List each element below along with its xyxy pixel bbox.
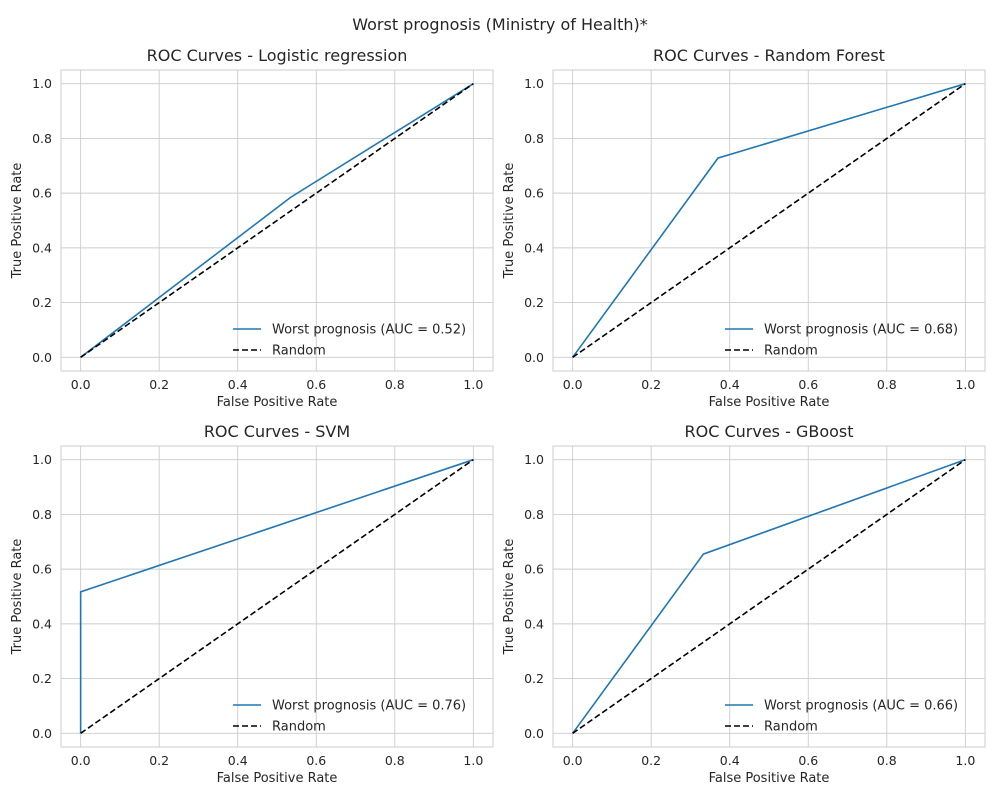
y-tick-label: 0.4: [32, 240, 52, 255]
y-tick-label: 0.2: [32, 671, 52, 686]
figure-suptitle: Worst prognosis (Ministry of Health)*: [352, 15, 648, 34]
x-tick-label: 0.6: [798, 377, 818, 392]
y-tick-label: 1.0: [32, 76, 52, 91]
y-tick-label: 0.6: [32, 562, 52, 577]
axes-frame: [552, 69, 986, 372]
legend: Worst prognosis (AUC = 0.68) Random: [725, 323, 958, 359]
y-tick-label: 0.0: [524, 350, 544, 365]
y-axis-label: True Positive Rate: [10, 539, 25, 656]
x-tick-label: 0.6: [798, 753, 818, 768]
y-tick-label: 0.8: [524, 507, 544, 522]
y-tick-label: 0.8: [32, 131, 52, 146]
roc-panel-1: 0.0 0.2 0.4 0.6 0.8 1.0 0.0 0.2 0.4 0.6 0.8 1.0 ROC …: [10, 46, 494, 410]
y-tick-label: 0.2: [524, 671, 544, 686]
y-tick-label: 0.6: [524, 562, 544, 577]
legend: Worst prognosis (AUC = 0.52) Random: [233, 323, 466, 359]
legend-entry: Worst prognosis (AUC = 0.68): [764, 323, 958, 338]
x-tick-label: 0.4: [720, 377, 740, 392]
x-tick-label: 1.0: [955, 377, 975, 392]
roc-curve: [571, 458, 966, 734]
x-tick-label: 0.2: [641, 753, 661, 768]
legend: Worst prognosis (AUC = 0.76) Random: [233, 699, 466, 735]
random-line: [80, 83, 474, 358]
y-tick-label: 1.0: [32, 452, 52, 467]
y-tick-label: 1.0: [524, 452, 544, 467]
x-tick-label: 1.0: [463, 377, 483, 392]
legend-entry: Worst prognosis (AUC = 0.52): [272, 323, 466, 338]
x-tick-label: 0.6: [306, 753, 326, 768]
x-tick-label: 0.8: [385, 377, 405, 392]
axes-frame: [60, 69, 494, 372]
x-tick-label: 0.2: [641, 377, 661, 392]
y-tick-label: 0.2: [32, 295, 52, 310]
random-line: [572, 459, 966, 734]
legend-entry: Worst prognosis (AUC = 0.66): [764, 699, 958, 714]
y-tick-label: 1.0: [524, 76, 544, 91]
panel-title: ROC Curves - GBoost: [684, 422, 853, 441]
roc-panel-3: 0.0 0.2 0.4 0.6 0.8 1.0 0.0 0.2 0.4 0.6 0.8 1.0 ROC …: [10, 422, 494, 786]
legend-entry: Random: [272, 720, 326, 735]
x-tick-label: 0.0: [71, 753, 91, 768]
y-tick-label: 0.8: [32, 507, 52, 522]
x-tick-label: 0.6: [306, 377, 326, 392]
x-tick-label: 1.0: [955, 753, 975, 768]
x-tick-label: 1.0: [463, 753, 483, 768]
y-tick-label: 0.4: [32, 616, 52, 631]
legend-entry: Worst prognosis (AUC = 0.76): [272, 699, 466, 714]
x-tick-label: 0.8: [877, 753, 897, 768]
legend-entry: Random: [764, 720, 818, 735]
x-tick-label: 0.4: [228, 753, 248, 768]
y-tick-label: 0.8: [524, 131, 544, 146]
y-tick-label: 0.0: [524, 726, 544, 741]
roc-curve: [571, 82, 966, 358]
x-tick-label: 0.0: [71, 377, 91, 392]
x-tick-label: 0.8: [385, 753, 405, 768]
y-tick-label: 0.0: [32, 350, 52, 365]
roc-curve: [79, 458, 474, 734]
x-tick-label: 0.0: [563, 753, 583, 768]
x-axis-label: False Positive Rate: [217, 395, 338, 410]
y-tick-label: 0.4: [524, 240, 544, 255]
y-tick-label: 0.4: [524, 616, 544, 631]
y-axis-label: True Positive Rate: [502, 539, 517, 656]
x-axis-label: False Positive Rate: [217, 771, 338, 786]
y-tick-label: 0.6: [32, 186, 52, 201]
x-tick-label: 0.8: [877, 377, 897, 392]
roc-panel-2: 0.0 0.2 0.4 0.6 0.8 1.0 0.0 0.2 0.4 0.6 0.8 1.0 ROC …: [502, 46, 986, 410]
y-axis-label: True Positive Rate: [10, 163, 25, 280]
random-line: [80, 459, 474, 734]
chart-panels: 0.0 0.2 0.4 0.6 0.8 1.0 0.0 0.2 0.4 0.6 0.8 1.0 ROC …: [10, 46, 986, 786]
x-tick-label: 0.4: [720, 753, 740, 768]
roc-curve: [80, 83, 474, 358]
axes-frame: [60, 445, 494, 748]
legend-entry: Random: [764, 344, 818, 359]
panel-title: ROC Curves - Random Forest: [653, 46, 885, 65]
x-axis-label: False Positive Rate: [709, 395, 830, 410]
y-axis-label: True Positive Rate: [502, 163, 517, 280]
panel-title: ROC Curves - SVM: [204, 422, 350, 441]
legend-entry: Random: [272, 344, 326, 359]
y-tick-label: 0.0: [32, 726, 52, 741]
random-line: [572, 83, 966, 358]
legend: Worst prognosis (AUC = 0.66) Random: [725, 699, 958, 735]
x-tick-label: 0.4: [228, 377, 248, 392]
y-tick-label: 0.2: [524, 295, 544, 310]
panel-title: ROC Curves - Logistic regression: [147, 46, 408, 65]
x-tick-label: 0.2: [149, 377, 169, 392]
x-tick-label: 0.2: [149, 753, 169, 768]
y-tick-label: 0.6: [524, 186, 544, 201]
x-tick-label: 0.0: [563, 377, 583, 392]
x-axis-label: False Positive Rate: [709, 771, 830, 786]
axes-frame: [552, 445, 986, 748]
roc-panel-4: 0.0 0.2 0.4 0.6 0.8 1.0 0.0 0.2 0.4 0.6 0.8 1.0 ROC …: [502, 422, 986, 786]
